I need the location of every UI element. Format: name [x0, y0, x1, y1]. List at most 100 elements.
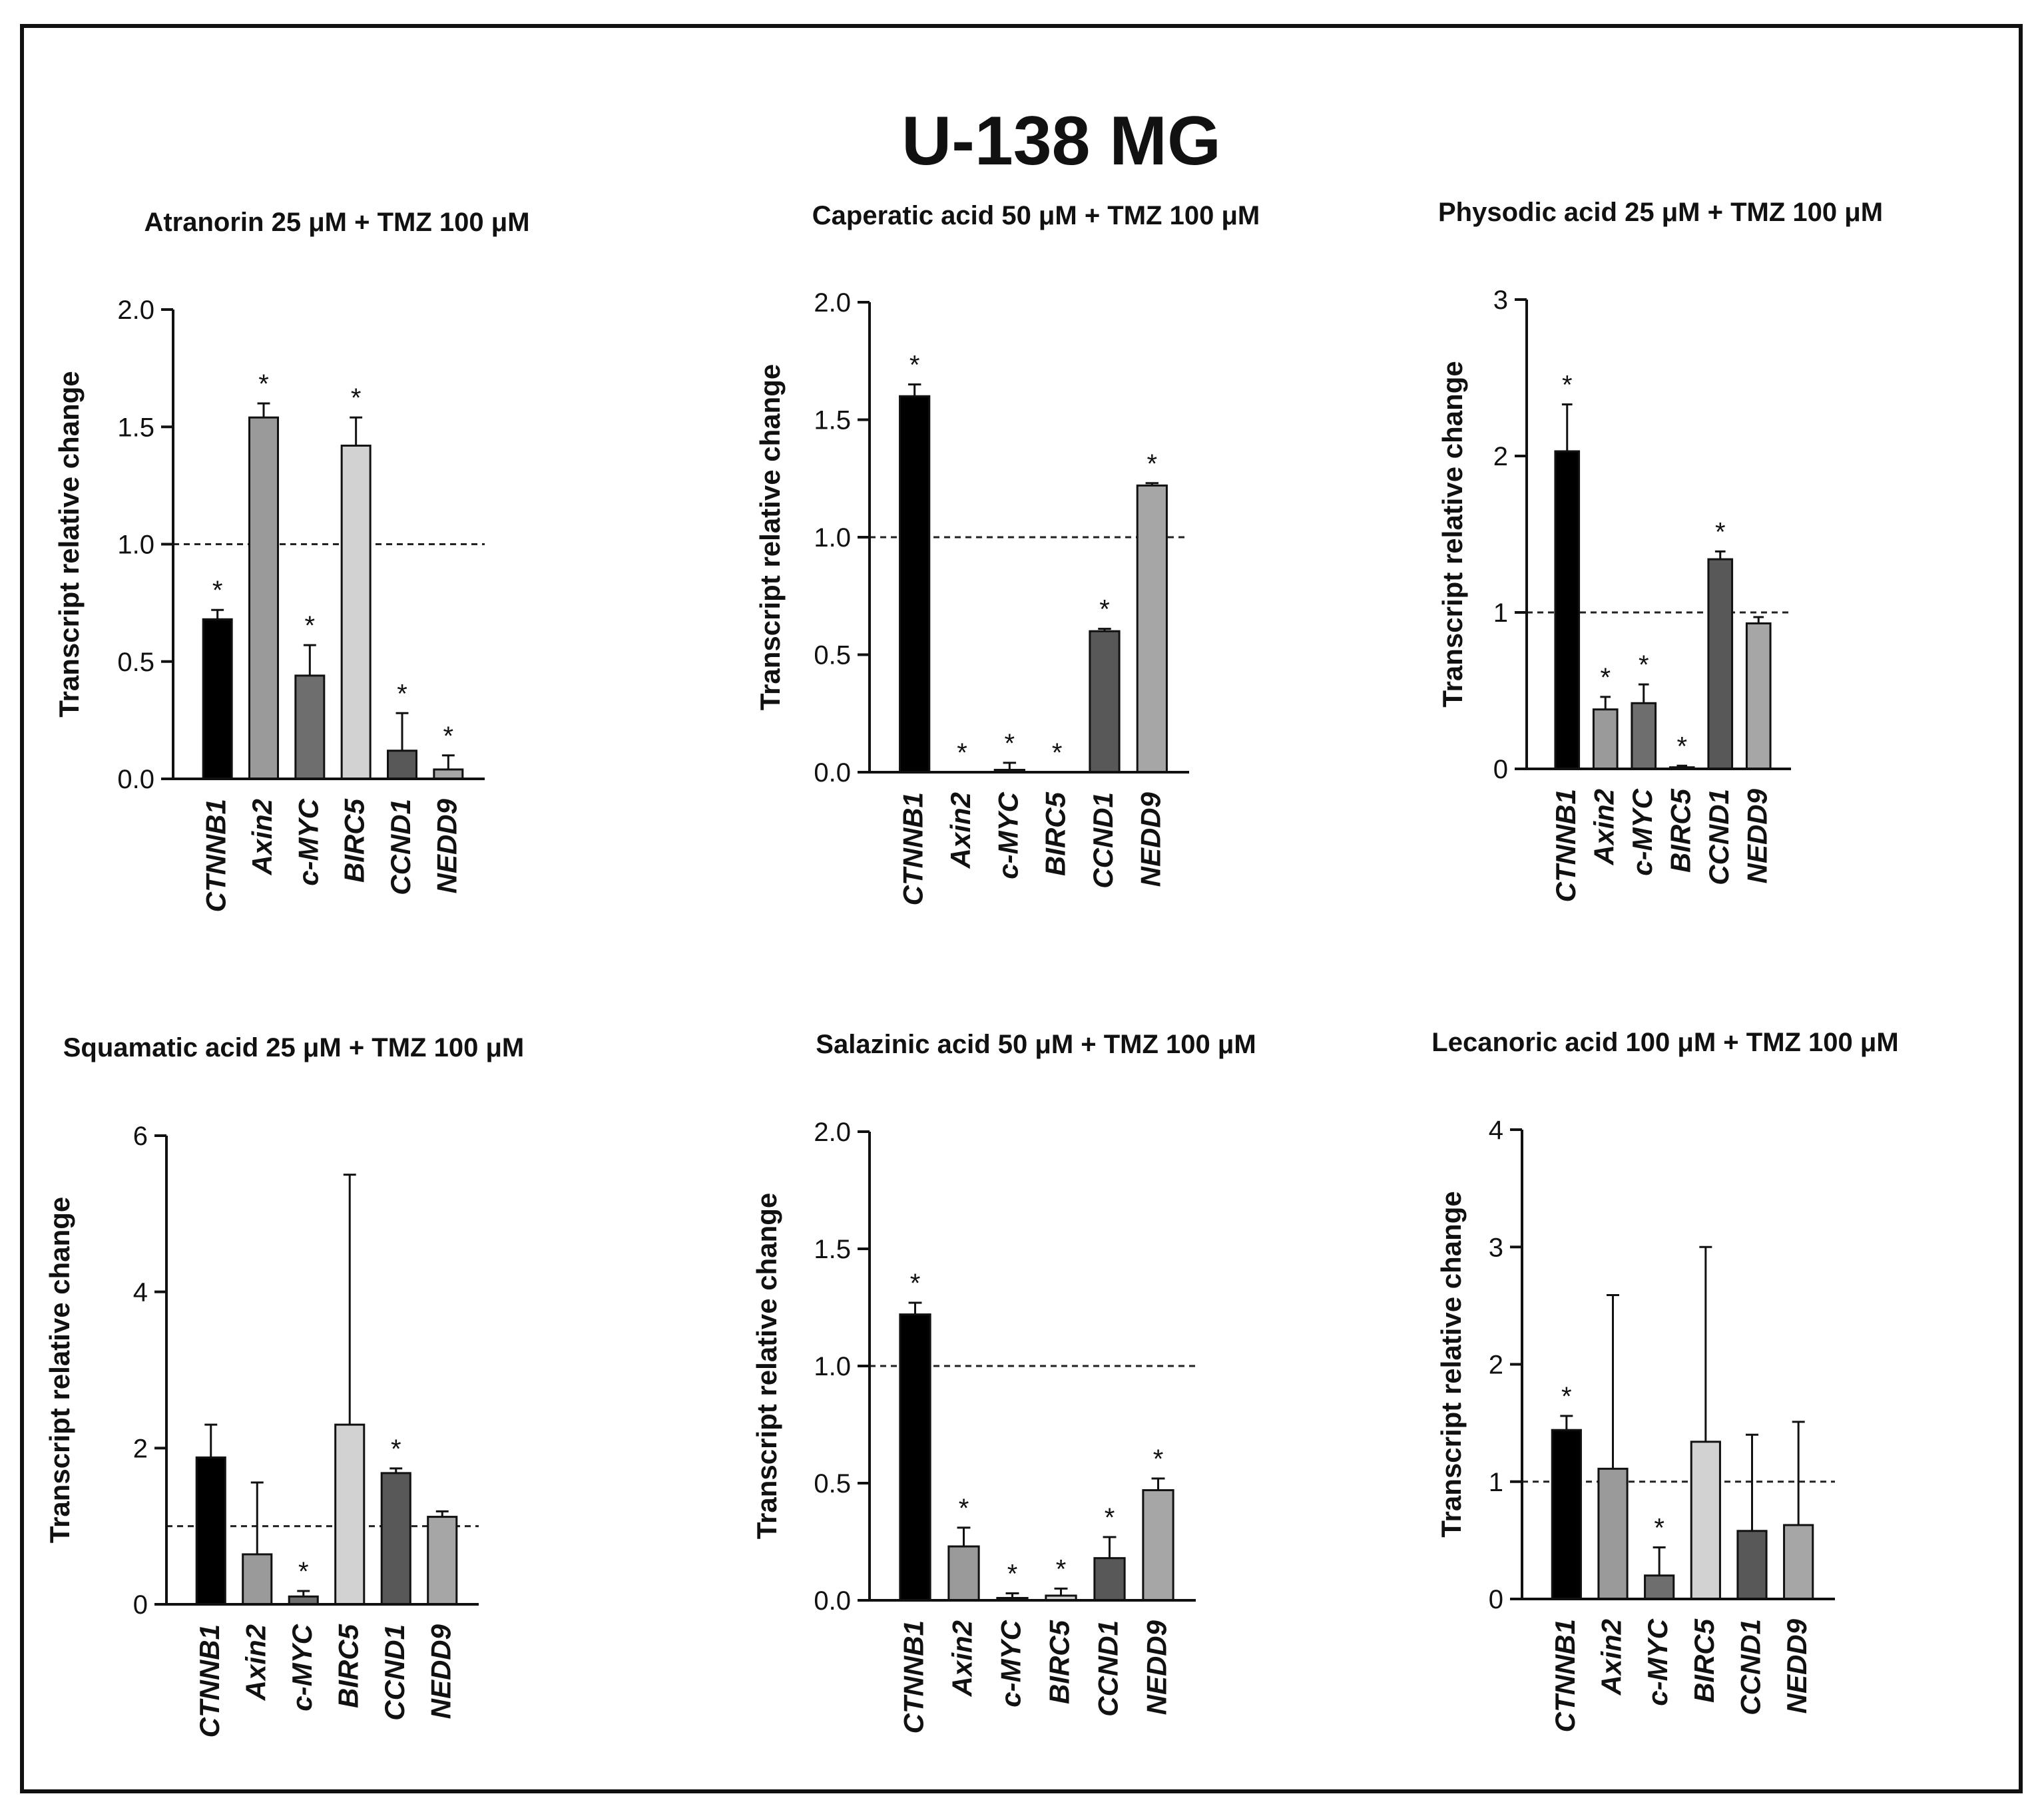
- bar-birc5: [1690, 1441, 1721, 1600]
- significance-star: *: [397, 679, 407, 708]
- chart-panel-6: Lecanoric acid 100 μM + TMZ 100 μM Transc…: [1431, 1028, 1898, 1732]
- y-tick-label: 2.0: [814, 1118, 851, 1147]
- x-tick-label-birc5: BIRC5: [1664, 788, 1696, 873]
- y-tick-label: 2.0: [117, 296, 154, 325]
- y-tick-label: 1.0: [814, 523, 851, 553]
- y-tick-label: 2.0: [814, 288, 851, 318]
- chart-panel-1: Atranorin 25 μM + TMZ 100 μM Transcript r…: [53, 208, 530, 912]
- x-tick-label-axin2: Axin2: [945, 792, 976, 869]
- bar-ctnnb1: [899, 1313, 931, 1602]
- significance-star: *: [1676, 732, 1687, 761]
- bar-ccnd1: [1089, 630, 1121, 774]
- y-axis-label: Transcript relative change: [53, 371, 85, 718]
- x-tick-label-birc5: BIRC5: [1044, 1620, 1075, 1704]
- bar-axin2: [248, 416, 279, 780]
- x-tick-label-birc5: BIRC5: [1688, 1618, 1720, 1703]
- significance-star: *: [391, 1435, 401, 1464]
- y-axis-label: Transcript relative change: [1437, 361, 1468, 708]
- chart-panel-3: Physodic acid 25 μM + TMZ 100 μM Transcri…: [1437, 198, 1883, 902]
- x-tick-label-ccnd1: CCND1: [385, 799, 416, 895]
- significance-star: *: [1005, 729, 1015, 758]
- bar-nedd9: [433, 768, 464, 780]
- bar-ccnd1: [1736, 1530, 1768, 1600]
- y-tick-label: 0.0: [117, 765, 154, 794]
- x-tick-label-ctnnb1: CTNNB1: [1550, 789, 1581, 902]
- significance-star: *: [1153, 1445, 1164, 1474]
- x-tick-label-ctnnb1: CTNNB1: [898, 1620, 929, 1733]
- x-tick-label-ctnnb1: CTNNB1: [200, 799, 232, 912]
- x-tick-label-c-myc: c-MYC: [286, 1624, 318, 1711]
- chart-title: Atranorin 25 μM + TMZ 100 μM: [144, 208, 529, 237]
- bar-c-myc: [1631, 702, 1657, 770]
- x-tick-label-c-myc: c-MYC: [995, 1620, 1027, 1707]
- figure-title: U-138 MG: [901, 103, 1221, 180]
- chart-panel-4: Squamatic acid 25 μM + TMZ 100 μM Transcr…: [44, 1033, 524, 1737]
- bar-ctnnb1: [195, 1456, 226, 1606]
- x-tick-label-axin2: Axin2: [1588, 789, 1619, 865]
- significance-star: *: [1654, 1513, 1664, 1542]
- y-tick-label: 3: [1489, 1233, 1503, 1262]
- x-tick-label-ccnd1: CCND1: [1093, 1620, 1124, 1717]
- x-tick-label-ccnd1: CCND1: [379, 1624, 410, 1721]
- significance-star: *: [1105, 1503, 1115, 1532]
- y-tick-label: 0.0: [814, 1586, 851, 1616]
- bar-ctnnb1: [202, 618, 233, 780]
- x-tick-label-nedd9: NEDD9: [1141, 1620, 1172, 1715]
- y-tick-label: 1.0: [814, 1352, 851, 1381]
- y-tick-label: 6: [133, 1122, 148, 1151]
- significance-star: *: [351, 383, 362, 413]
- bar-nedd9: [427, 1516, 458, 1606]
- significance-star: *: [1639, 650, 1649, 680]
- bar-ccnd1: [1707, 558, 1734, 770]
- bar-birc5: [340, 444, 372, 780]
- chart-panel-2: Caperatic acid 50 μM + TMZ 100 μM Transcr…: [754, 201, 1260, 905]
- significance-star: *: [1562, 370, 1573, 399]
- x-tick-label-axin2: Axin2: [240, 1624, 271, 1701]
- y-tick-label: 0: [1489, 1585, 1503, 1614]
- y-tick-label: 2: [133, 1434, 148, 1463]
- x-tick-label-ccnd1: CCND1: [1735, 1619, 1766, 1715]
- significance-star: *: [1052, 738, 1063, 768]
- x-tick-label-birc5: BIRC5: [1040, 792, 1071, 876]
- x-tick-label-nedd9: NEDD9: [425, 1624, 456, 1719]
- figure-frame: U-138 MG Atranorin 25 μM + TMZ 100 μM Tra…: [20, 24, 2023, 1793]
- x-tick-label-ctnnb1: CTNNB1: [897, 792, 929, 905]
- y-axis-label: Transcript relative change: [751, 1193, 782, 1540]
- y-tick-label: 1.5: [814, 406, 851, 435]
- significance-star: *: [305, 611, 316, 640]
- x-tick-label-nedd9: NEDD9: [1781, 1618, 1812, 1713]
- bar-c-myc: [294, 674, 326, 780]
- y-tick-label: 4: [1489, 1116, 1503, 1145]
- chart-title: Lecanoric acid 100 μM + TMZ 100 μM: [1431, 1028, 1898, 1057]
- significance-star: *: [443, 722, 454, 751]
- x-tick-label-nedd9: NEDD9: [431, 798, 462, 893]
- x-tick-label-birc5: BIRC5: [332, 1624, 364, 1708]
- y-tick-label: 1: [1493, 598, 1508, 628]
- significance-star: *: [909, 351, 920, 380]
- x-tick-label-axin2: Axin2: [1596, 1619, 1627, 1696]
- bar-nedd9: [1136, 484, 1168, 774]
- bar-ctnnb1: [1554, 450, 1581, 770]
- chart-title: Caperatic acid 50 μM + TMZ 100 μM: [812, 201, 1260, 230]
- y-tick-label: 0.0: [814, 758, 851, 788]
- x-tick-label-birc5: BIRC5: [339, 798, 370, 883]
- y-tick-label: 1.5: [117, 413, 154, 442]
- x-tick-label-c-myc: c-MYC: [292, 798, 324, 885]
- y-tick-label: 3: [1493, 286, 1508, 315]
- y-tick-label: 0: [1493, 755, 1508, 784]
- y-tick-label: 2: [1489, 1351, 1503, 1380]
- bar-ccnd1: [1093, 1557, 1126, 1602]
- y-tick-label: 1: [1489, 1468, 1503, 1497]
- bar-axin2: [242, 1553, 273, 1606]
- significance-star: *: [212, 576, 223, 605]
- y-tick-label: 1.5: [814, 1235, 851, 1264]
- bar-axin2: [1597, 1467, 1629, 1600]
- significance-star: *: [957, 738, 967, 768]
- figure-canvas: U-138 MG Atranorin 25 μM + TMZ 100 μM Tra…: [44, 103, 1899, 1737]
- significance-star: *: [1056, 1554, 1067, 1584]
- significance-star: *: [910, 1269, 921, 1298]
- bar-axin2: [947, 1545, 980, 1602]
- significance-star: *: [1147, 449, 1158, 479]
- chart-title: Squamatic acid 25 μM + TMZ 100 μM: [63, 1033, 524, 1062]
- y-axis-label: Transcript relative change: [754, 364, 786, 711]
